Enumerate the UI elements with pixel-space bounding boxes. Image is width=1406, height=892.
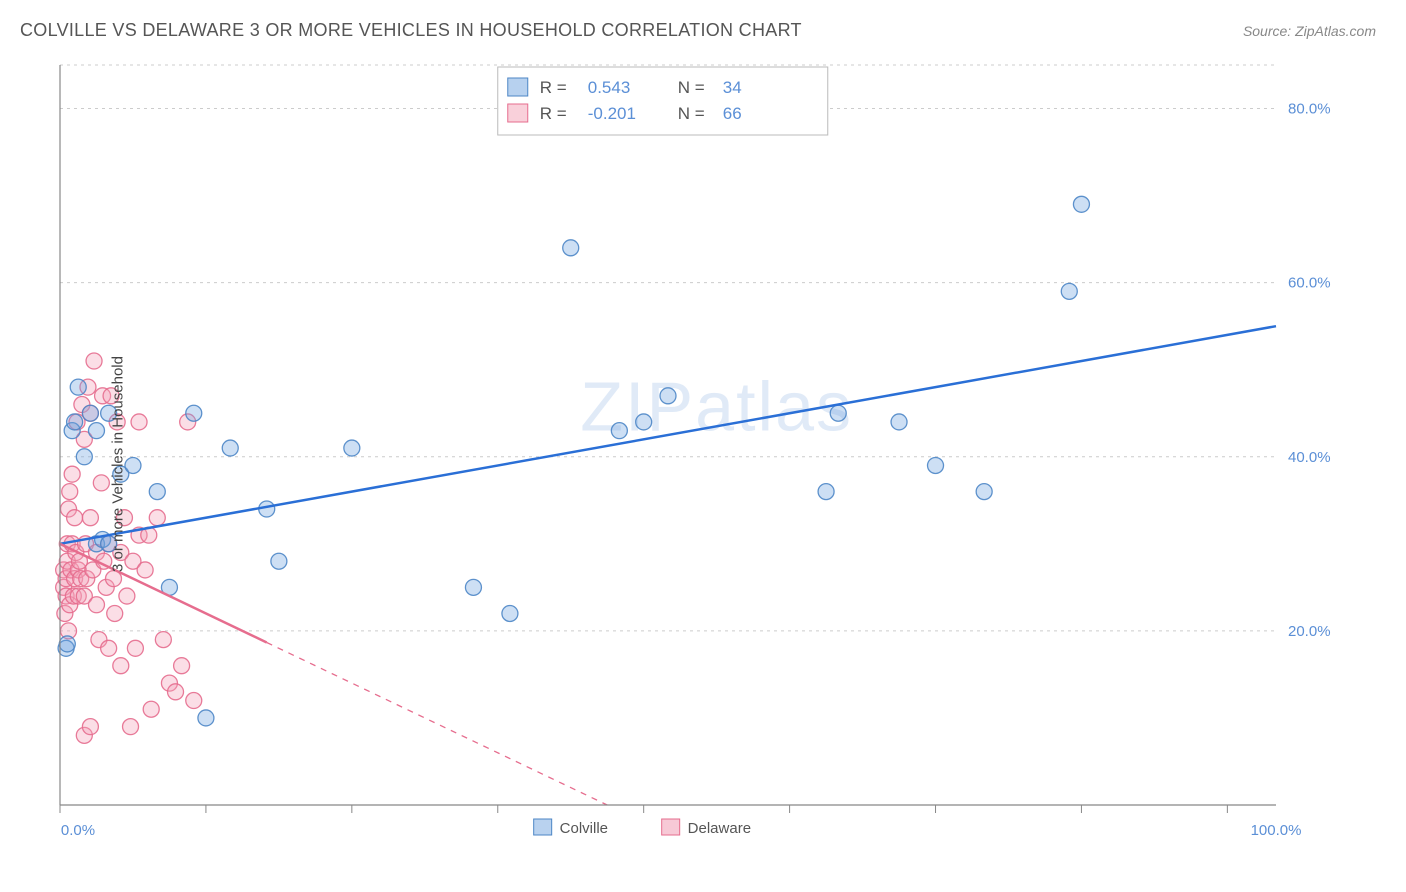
scatter-point <box>86 353 102 369</box>
scatter-point <box>660 388 676 404</box>
y-tick-label: 80.0% <box>1288 101 1331 118</box>
trend-line-dashed <box>267 642 607 805</box>
scatter-point <box>88 423 104 439</box>
scatter-point <box>82 405 98 421</box>
scatter-point <box>62 484 78 500</box>
scatter-point <box>818 484 834 500</box>
legend-r-value: -0.201 <box>588 104 636 123</box>
scatter-point <box>271 553 287 569</box>
scatter-point <box>465 579 481 595</box>
scatter-point <box>891 414 907 430</box>
legend-n-label: N = <box>678 104 705 123</box>
chart-title: COLVILLE VS DELAWARE 3 OR MORE VEHICLES … <box>20 20 802 41</box>
y-tick-label: 40.0% <box>1288 449 1331 466</box>
scatter-point <box>127 640 143 656</box>
scatter-point <box>563 240 579 256</box>
legend-series-label: Delaware <box>688 820 751 837</box>
scatter-point <box>82 510 98 526</box>
scatter-point <box>67 414 83 430</box>
scatter-point <box>123 719 139 735</box>
legend-swatch <box>534 819 552 835</box>
x-tick-label: 0.0% <box>61 822 95 839</box>
scatter-point <box>131 414 147 430</box>
scatter-point <box>168 684 184 700</box>
scatter-point <box>1073 196 1089 212</box>
scatter-point <box>93 475 109 491</box>
scatter-point <box>70 379 86 395</box>
legend-r-value: 0.543 <box>588 78 631 97</box>
header-bar: COLVILLE VS DELAWARE 3 OR MORE VEHICLES … <box>0 0 1406 51</box>
scatter-point <box>149 510 165 526</box>
scatter-point <box>976 484 992 500</box>
y-axis-label: 3 or more Vehicles in Household <box>109 356 126 572</box>
legend-n-value: 34 <box>723 78 742 97</box>
scatter-point <box>198 710 214 726</box>
scatter-point <box>59 636 75 652</box>
scatter-point <box>1061 283 1077 299</box>
scatter-point <box>88 597 104 613</box>
legend-n-value: 66 <box>723 104 742 123</box>
chart-container: 3 or more Vehicles in Household ZIPatlas… <box>20 55 1386 872</box>
scatter-point <box>119 588 135 604</box>
scatter-point <box>344 440 360 456</box>
trend-line <box>60 326 1276 544</box>
scatter-point <box>137 562 153 578</box>
scatter-chart: ZIPatlas20.0%40.0%60.0%80.0%0.0%100.0%R … <box>20 55 1366 865</box>
scatter-point <box>611 423 627 439</box>
scatter-point <box>101 640 117 656</box>
scatter-point <box>830 405 846 421</box>
x-tick-label: 100.0% <box>1251 822 1302 839</box>
scatter-point <box>113 658 129 674</box>
source-attribution: Source: ZipAtlas.com <box>1243 23 1376 39</box>
scatter-point <box>928 457 944 473</box>
scatter-point <box>125 457 141 473</box>
legend-n-label: N = <box>678 78 705 97</box>
scatter-point <box>174 658 190 674</box>
scatter-point <box>155 632 171 648</box>
scatter-point <box>186 693 202 709</box>
scatter-point <box>143 701 159 717</box>
source-prefix: Source: <box>1243 23 1295 39</box>
scatter-point <box>149 484 165 500</box>
legend-swatch <box>508 104 528 122</box>
scatter-point <box>502 605 518 621</box>
legend-r-label: R = <box>540 104 567 123</box>
scatter-point <box>76 449 92 465</box>
source-name: ZipAtlas.com <box>1295 23 1376 39</box>
scatter-point <box>636 414 652 430</box>
scatter-point <box>222 440 238 456</box>
legend-series-label: Colville <box>560 820 608 837</box>
legend-swatch <box>508 78 528 96</box>
scatter-point <box>107 605 123 621</box>
scatter-point <box>67 510 83 526</box>
legend-r-label: R = <box>540 78 567 97</box>
y-tick-label: 20.0% <box>1288 623 1331 640</box>
scatter-point <box>64 466 80 482</box>
scatter-point <box>186 405 202 421</box>
scatter-point <box>82 719 98 735</box>
y-tick-label: 60.0% <box>1288 275 1331 292</box>
legend-swatch <box>662 819 680 835</box>
